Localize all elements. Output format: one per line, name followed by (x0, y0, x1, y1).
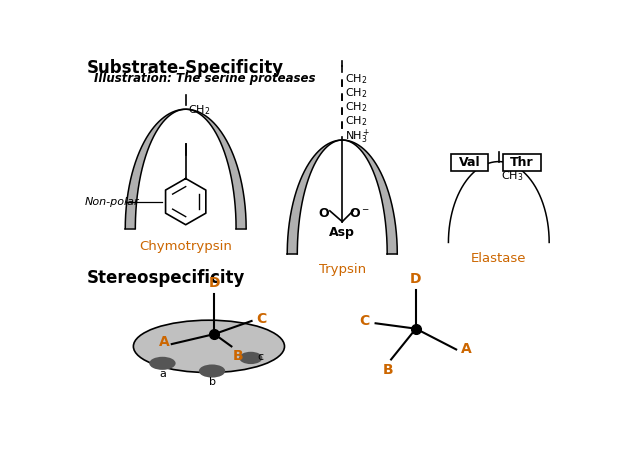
Polygon shape (297, 140, 387, 254)
Text: B: B (382, 363, 393, 377)
Text: D: D (209, 276, 220, 290)
Ellipse shape (134, 320, 285, 372)
Text: B: B (233, 349, 244, 363)
Ellipse shape (149, 357, 176, 370)
Polygon shape (185, 109, 246, 229)
Text: C: C (359, 314, 369, 328)
Text: a: a (159, 369, 166, 379)
Polygon shape (287, 140, 342, 254)
Text: Trypsin: Trypsin (319, 263, 366, 276)
Text: CH$_2$: CH$_2$ (345, 86, 367, 100)
Polygon shape (342, 140, 398, 254)
Text: Substrate-Specificity: Substrate-Specificity (86, 59, 284, 77)
Text: D: D (410, 272, 421, 286)
FancyBboxPatch shape (503, 154, 541, 171)
Text: CH$_2$: CH$_2$ (188, 103, 210, 117)
Ellipse shape (239, 352, 263, 364)
Text: NH$_3^+$: NH$_3^+$ (345, 128, 370, 146)
Text: CH$_2$: CH$_2$ (345, 72, 367, 86)
Text: O: O (318, 207, 329, 220)
FancyBboxPatch shape (450, 154, 488, 171)
Text: O$^-$: O$^-$ (349, 207, 370, 220)
Text: CH$_3$: CH$_3$ (501, 169, 524, 183)
Polygon shape (125, 109, 185, 229)
Text: A: A (461, 343, 472, 356)
Ellipse shape (199, 365, 226, 378)
Text: Illustration: The serine proteases: Illustration: The serine proteases (94, 72, 316, 85)
Text: Stereospecificity: Stereospecificity (86, 269, 245, 287)
Text: Asp: Asp (329, 226, 355, 239)
Text: Val: Val (459, 156, 480, 169)
Text: c: c (257, 352, 263, 362)
Polygon shape (449, 162, 549, 242)
Text: C: C (256, 312, 266, 325)
Text: Elastase: Elastase (471, 252, 527, 265)
Text: CH$_2$: CH$_2$ (345, 100, 367, 114)
Text: Chymotrypsin: Chymotrypsin (139, 240, 232, 253)
Text: Non-polar: Non-polar (85, 197, 140, 207)
Polygon shape (135, 109, 236, 229)
Text: A: A (159, 335, 170, 349)
Text: CH$_2$: CH$_2$ (345, 114, 367, 128)
Text: Thr: Thr (510, 156, 534, 169)
Text: b: b (209, 377, 215, 387)
